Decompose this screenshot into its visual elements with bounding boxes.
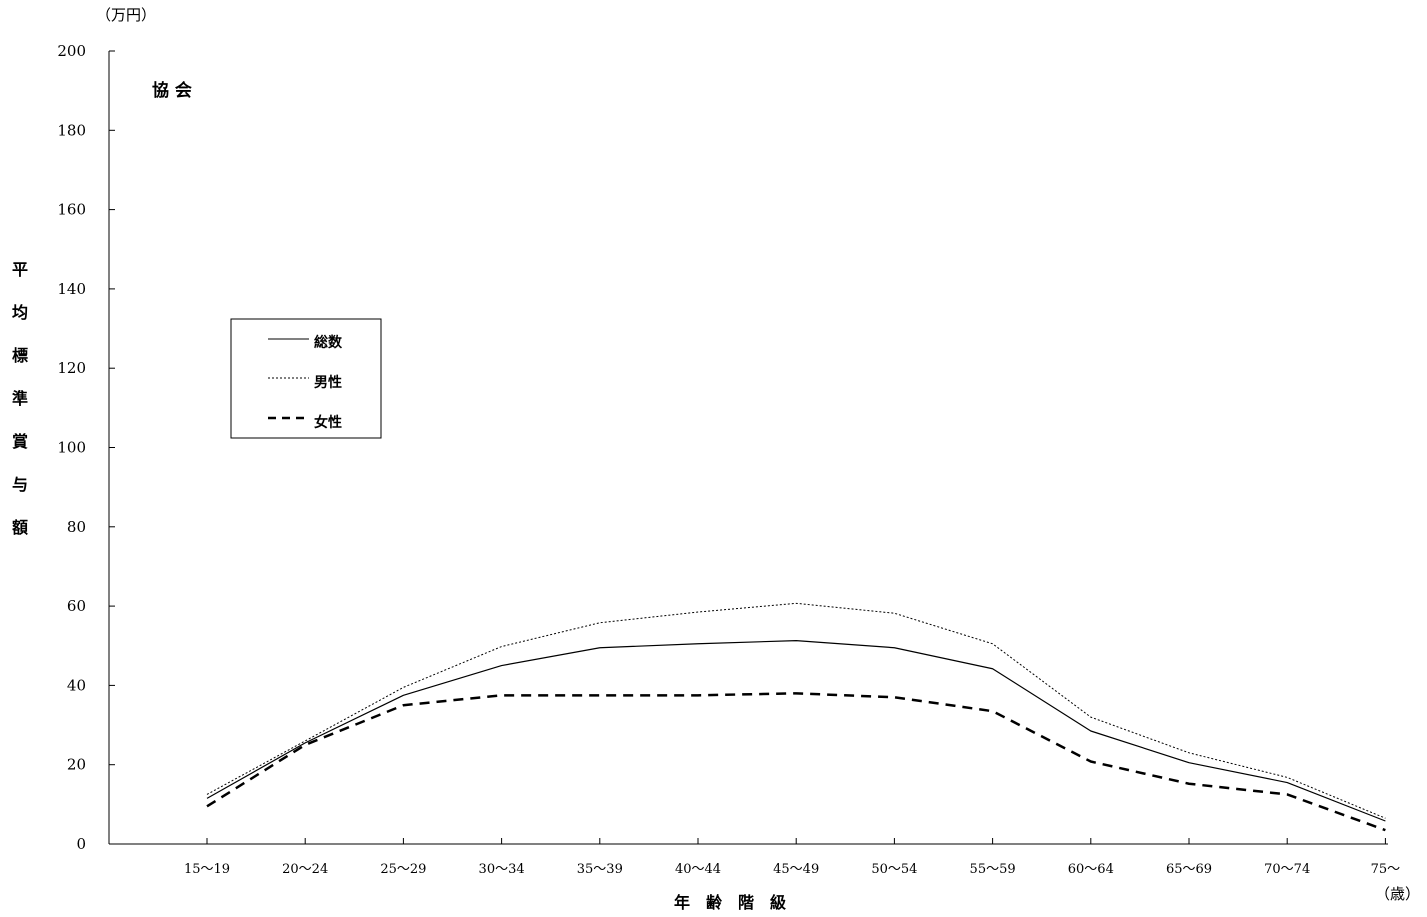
x-tick-label: 75～ — [1371, 862, 1401, 877]
y-tick-label: 100 — [57, 439, 86, 457]
x-axis-title: 年 齢 階 級 — [674, 893, 786, 912]
x-tick-label: 45～49 — [773, 862, 819, 877]
x-tick-label: 30～34 — [479, 862, 525, 877]
y-axis-title-char: 平 — [12, 260, 28, 279]
x-axis-ticks: 15～19 20～24 25～29 30～34 35～39 40～44 45～49 50～54… — [184, 838, 1400, 877]
y-tick-label: 160 — [57, 201, 86, 219]
y-axis-title-char: 標 — [12, 346, 28, 365]
x-tick-label: 35～39 — [577, 862, 623, 877]
series-total-line — [206, 639, 1386, 822]
y-axis-title-char: 均 — [12, 303, 28, 322]
y-axis-title-char: 額 — [11, 518, 28, 537]
chart-title: 協 会 — [152, 80, 192, 101]
y-tick-label: 200 — [57, 42, 86, 60]
y-axis-ticks: 0 20 40 60 80 100 120 140 160 180 200 — [57, 42, 115, 853]
y-tick-label: 40 — [67, 676, 86, 694]
x-tick-label: 60～64 — [1068, 862, 1114, 877]
y-tick-label: 80 — [67, 518, 86, 536]
legend-label-female: 女性 — [314, 414, 342, 431]
x-tick-label: 25～29 — [380, 862, 426, 877]
y-tick-label: 0 — [76, 835, 86, 853]
y-tick-label: 180 — [57, 121, 86, 139]
series-female-line — [206, 692, 1386, 832]
x-tick-label: 20～24 — [282, 862, 328, 877]
x-tick-label: 55～59 — [970, 862, 1016, 877]
legend-label-total: 総数 — [314, 334, 343, 351]
x-tick-label: 50～54 — [871, 862, 917, 877]
y-tick-label: 60 — [67, 597, 86, 615]
y-axis-title-char: 賞 — [12, 432, 28, 451]
y-tick-label: 120 — [57, 359, 86, 377]
x-tick-label: 70～74 — [1264, 862, 1310, 877]
x-unit-label: （歳） — [1375, 885, 1420, 903]
y-tick-label: 20 — [67, 756, 86, 774]
x-tick-label: 40～44 — [675, 862, 721, 877]
legend: 総数 男性 女性 — [230, 318, 382, 439]
x-tick-label: 65～69 — [1166, 862, 1212, 877]
y-axis-title-char: 準 — [12, 389, 28, 408]
series-male-line — [206, 602, 1386, 819]
series-lines — [206, 602, 1386, 832]
y-axis-title-char: 与 — [12, 475, 28, 494]
x-tick-label: 15～19 — [184, 862, 230, 877]
legend-label-male: 男性 — [314, 374, 342, 391]
y-unit-label: （万円） — [96, 6, 156, 24]
y-tick-label: 140 — [57, 280, 86, 298]
